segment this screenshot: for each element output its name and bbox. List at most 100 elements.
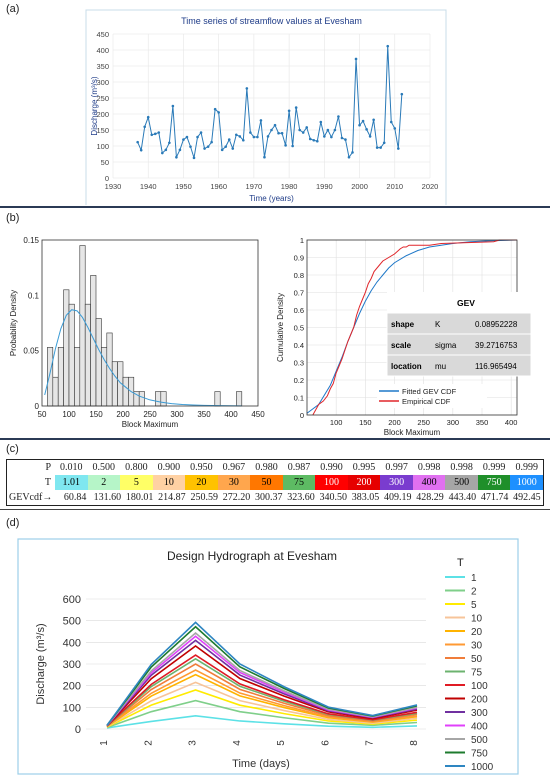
- table-cell-t: 200: [347, 475, 381, 490]
- legend-title: T: [457, 557, 464, 569]
- data-point: [231, 147, 235, 150]
- y-tick-label: 450: [96, 30, 109, 39]
- timeseries-chart: Time series of streamflow values at Eves…: [85, 9, 447, 205]
- data-point: [389, 120, 393, 124]
- data-point: [284, 144, 287, 147]
- table-row-t: T 1.01 2 5 10 20 30 50 75 100 200 300 400 500 750 1000: [7, 475, 543, 490]
- x-tick-label: 100: [330, 418, 343, 427]
- param-table-header-bg: [387, 292, 531, 313]
- x-tick-label: 3: [188, 740, 199, 746]
- data-point: [143, 125, 146, 129]
- x-tick-label: 300: [170, 410, 184, 419]
- param-symbol: mu: [435, 362, 446, 371]
- table-cell-gevcdf: 443.40: [448, 492, 477, 503]
- data-point: [196, 135, 199, 139]
- data-point: [242, 138, 245, 142]
- y-tick-label: 400: [63, 637, 81, 649]
- chart-title: Time series of streamflow values at Eves…: [181, 16, 362, 26]
- series-line-t200: [106, 645, 418, 727]
- table-row-gevcdf: GEVcdf→ 60.84 131.60 180.01 214.87 250.59 272…: [7, 490, 543, 505]
- data-point: [308, 137, 312, 141]
- data-point: [330, 135, 333, 139]
- histogram-chart: 0 0.05 0.1 0.15 50 100 150 200 250 300 350 400 450 Bl…: [9, 236, 265, 429]
- param-symbol: sigma: [435, 341, 457, 350]
- legend-label: 400: [471, 722, 488, 733]
- y-tick-label: 350: [96, 62, 109, 71]
- histogram-bar: [63, 289, 70, 407]
- y-tick-label: 0.5: [294, 324, 304, 333]
- table-cell-p: 0.995: [352, 462, 376, 473]
- table-cell-p: 0.999: [482, 462, 506, 473]
- table-cell-t: 30: [217, 475, 251, 490]
- table-cell-t: 2: [87, 475, 121, 490]
- y-tick-label: 200: [96, 110, 109, 119]
- histogram-bar: [79, 245, 86, 407]
- y-tick-label: 0.3: [294, 359, 304, 368]
- row-label-gevcdf: GEVcdf→: [9, 492, 53, 503]
- x-tick-label: 1940: [140, 182, 157, 191]
- data-point: [298, 128, 301, 132]
- table-cell-gevcdf: 383.05: [351, 492, 380, 503]
- data-point: [153, 132, 157, 136]
- plot-frame: [41, 239, 259, 407]
- data-point: [171, 104, 175, 108]
- table-cell-p: 0.500: [92, 462, 116, 473]
- x-tick-label: 2020: [422, 182, 439, 191]
- table-cell-t: 1000: [510, 475, 543, 490]
- data-point: [259, 119, 263, 122]
- y-tick-label: 0.8: [294, 271, 304, 280]
- x-tick-label: 7: [365, 740, 376, 746]
- legend-label: Empirical CDF: [402, 397, 451, 406]
- series-line-t500: [106, 631, 418, 727]
- row-label-t: T: [44, 477, 51, 488]
- y-tick-label: 1: [300, 236, 304, 245]
- y-tick-label: 600: [63, 594, 81, 606]
- legend-label: 10: [471, 614, 483, 625]
- series-line-t10: [106, 681, 418, 728]
- x-tick-label: 100: [62, 410, 76, 419]
- data-point: [213, 107, 217, 111]
- table-cell-p: 0.010: [60, 462, 83, 473]
- x-tick-label: 200: [388, 418, 401, 427]
- param-value: 0.08952228: [475, 320, 518, 329]
- y-tick-label: 0.05: [23, 347, 39, 356]
- x-tick-label: 350: [197, 410, 211, 419]
- data-point: [333, 128, 337, 132]
- histogram-bar: [74, 347, 81, 407]
- data-point: [210, 140, 213, 144]
- legend-label: 75: [471, 668, 483, 679]
- data-point: [319, 120, 323, 124]
- panel-label-d: (d): [6, 517, 20, 529]
- x-tick-label: 250: [143, 410, 157, 419]
- legend-label: 500: [471, 735, 488, 746]
- y-tick-label: 500: [63, 616, 81, 628]
- data-point: [164, 148, 168, 152]
- data-point: [368, 135, 372, 138]
- data-point: [287, 109, 291, 113]
- param-name: location: [391, 362, 422, 371]
- cdf-chart: 0 0.1 0.2 0.3 0.4 0.5 0.6 0.7 0.8 0.9 1 100 150 200 25…: [276, 236, 532, 437]
- data-point: [192, 156, 196, 160]
- design-hydrograph-chart: Design Hydrograph at Evesham 0 100 200 300 40…: [17, 538, 519, 775]
- y-tick-label: 0: [300, 411, 304, 420]
- table-cell-gevcdf: 409.19: [384, 492, 412, 503]
- data-point: [189, 145, 192, 148]
- table-cell-gevcdf: 272.20: [222, 492, 251, 503]
- table-cell-p: 0.950: [190, 462, 213, 473]
- data-point: [178, 148, 182, 152]
- x-tick-label: 400: [505, 418, 518, 427]
- legend-label: 50: [471, 654, 483, 665]
- y-tick-label: 0: [105, 174, 109, 183]
- table-cell-p: 0.999: [515, 462, 538, 473]
- data-point: [375, 146, 379, 149]
- y-axis-label: Probability Density: [9, 290, 18, 356]
- data-point: [379, 146, 382, 149]
- series-line-t1000: [106, 621, 418, 726]
- x-tick-label: 50: [38, 410, 47, 419]
- data-point: [351, 151, 354, 154]
- data-point: [139, 148, 143, 152]
- data-point: [347, 155, 351, 159]
- x-tick-label: 4: [232, 740, 243, 746]
- data-point: [291, 144, 294, 148]
- x-tick-label: 1950: [175, 182, 192, 191]
